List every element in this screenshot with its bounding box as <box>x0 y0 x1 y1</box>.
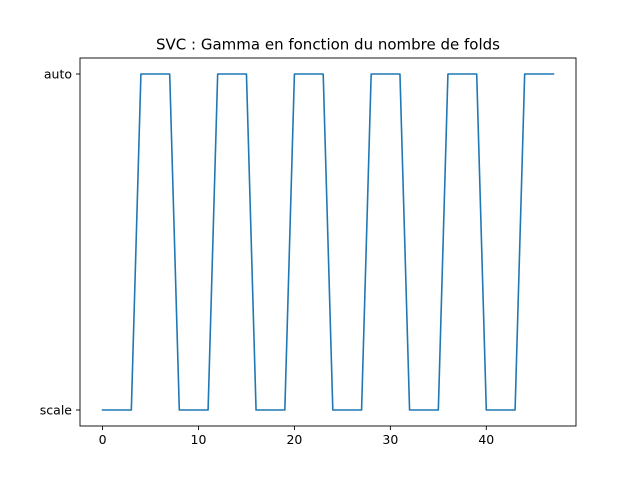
x-tick-label: 40 <box>478 432 494 447</box>
x-tick-label: 0 <box>99 432 107 447</box>
series-line-0 <box>101 73 555 411</box>
plot-area <box>101 73 555 411</box>
y-tick-label: scale <box>40 403 73 418</box>
x-tick-label: 20 <box>286 432 302 447</box>
axes: 0 10 20 30 40 scale auto <box>40 57 577 447</box>
plot-frame <box>79 57 577 427</box>
chart-title: SVC : Gamma en fonction du nombre de fol… <box>156 36 500 54</box>
y-tick-label: auto <box>44 67 72 82</box>
x-tick-label: 10 <box>191 432 207 447</box>
x-tick-label: 30 <box>382 432 398 447</box>
